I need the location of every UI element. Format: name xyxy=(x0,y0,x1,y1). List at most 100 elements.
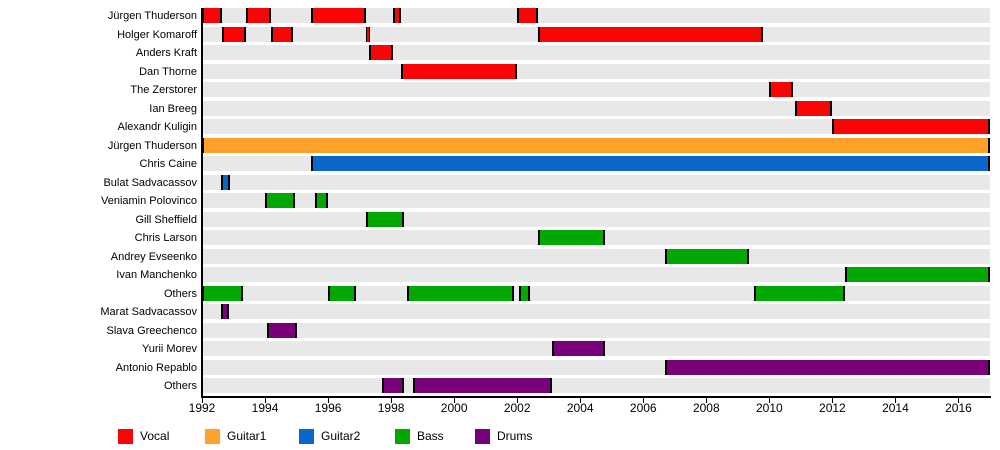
timeline-bar xyxy=(769,82,793,97)
x-axis-tick xyxy=(831,398,834,403)
row-label: Chris Caine xyxy=(139,158,197,170)
timeline-bar xyxy=(537,26,764,42)
x-axis-tick-label: 1996 xyxy=(314,401,342,415)
row-label: The Zerstorer xyxy=(130,84,197,96)
legend-label: Drums xyxy=(497,429,533,443)
x-axis-tick-label: 2014 xyxy=(882,401,909,415)
timeline-bar xyxy=(266,322,297,338)
x-axis-tick-label: 1994 xyxy=(251,401,279,415)
timeline-bar xyxy=(406,285,515,301)
row-label: Marat Sadvacassov xyxy=(100,306,197,318)
legend-label: Vocal xyxy=(140,429,170,443)
legend-swatch-drums xyxy=(475,429,490,444)
legend-label: Guitar1 xyxy=(227,429,267,443)
row-label: Chris Larson xyxy=(134,232,197,244)
row-label: Jürgen Thuderson xyxy=(107,10,197,22)
timeline-bar xyxy=(400,63,518,79)
x-axis-tick-label: 2010 xyxy=(756,401,783,415)
x-axis-tick-label: 2002 xyxy=(503,401,531,415)
timeline-bar xyxy=(220,304,229,319)
timeline-row-background xyxy=(202,248,990,264)
timeline-bar xyxy=(537,230,606,245)
row-label: Alexandr Kuligin xyxy=(117,121,198,133)
timeline-bar xyxy=(518,285,530,301)
timeline-bar xyxy=(220,174,231,190)
legend-swatch-guitar2 xyxy=(299,429,314,444)
timeline-bar xyxy=(265,193,295,208)
timeline-bar xyxy=(517,8,538,23)
timeline-bar xyxy=(551,341,606,356)
timeline-row-background xyxy=(202,193,990,208)
x-axis-tick-label: 2012 xyxy=(819,401,846,415)
x-axis-tick xyxy=(516,398,519,403)
row-label: Others xyxy=(163,287,197,300)
x-axis-tick xyxy=(201,398,203,403)
timeline-row-background xyxy=(202,304,990,319)
row-label: Gill Sheffield xyxy=(135,213,197,226)
timeline-bar xyxy=(202,8,223,23)
x-axis-tick xyxy=(453,398,456,403)
timeline-bar xyxy=(222,26,247,42)
timeline-row-background xyxy=(202,211,990,227)
row-label: Ian Breeg xyxy=(149,102,197,115)
x-axis-tick xyxy=(327,398,330,403)
timeline-bar xyxy=(365,26,370,42)
timeline-bar xyxy=(665,359,990,375)
x-axis-tick-label: 1992 xyxy=(188,401,216,415)
timeline-bar xyxy=(271,26,294,42)
timeline-bar xyxy=(665,248,749,264)
x-axis-tick-label: 1998 xyxy=(377,401,405,415)
timeline-row-background xyxy=(202,285,990,301)
legend-label: Guitar2 xyxy=(321,429,361,443)
timeline-bar xyxy=(328,285,357,301)
x-axis-tick-label: 2016 xyxy=(945,401,972,415)
timeline-row-background xyxy=(202,100,990,116)
legend-swatch-vocal xyxy=(118,429,133,444)
timeline-bar xyxy=(246,8,272,23)
row-label: Holger Komaroff xyxy=(117,28,197,41)
legend-label: Bass xyxy=(417,429,444,443)
timeline-bar xyxy=(310,156,990,171)
timeline-bar xyxy=(365,211,404,227)
timeline-bar xyxy=(753,285,845,301)
timeline-bar xyxy=(794,100,833,116)
row-label: Others xyxy=(163,380,197,392)
row-label: Slava Greechenco xyxy=(106,324,198,337)
timeline-row-background xyxy=(202,174,990,190)
x-axis-tick-label: 2004 xyxy=(566,401,594,415)
timeline-row-background xyxy=(202,45,990,60)
x-axis-tick xyxy=(642,398,645,403)
timeline-row-background xyxy=(202,378,990,393)
row-label: Yurii Morev xyxy=(141,343,197,355)
timeline-bar xyxy=(369,45,393,60)
x-axis-tick xyxy=(894,398,897,403)
row-label: Antonio Repablo xyxy=(115,361,197,374)
timeline-bar xyxy=(310,8,366,23)
x-axis-tick xyxy=(957,398,960,403)
x-axis-tick xyxy=(390,398,393,403)
x-axis-line xyxy=(202,396,991,398)
row-label: Anders Kraft xyxy=(135,47,197,59)
x-axis-tick xyxy=(579,398,582,403)
x-axis-tick-label: 2006 xyxy=(629,401,657,415)
row-label: Bulat Sadvacassov xyxy=(103,176,197,189)
row-label: Dan Thorne xyxy=(139,65,197,78)
row-label: Ivan Manchenko xyxy=(116,269,197,281)
timeline-bar xyxy=(413,378,552,393)
row-label: Andrey Evseenko xyxy=(110,250,197,263)
timeline-bar xyxy=(315,193,329,208)
row-label: Jürgen Thuderson xyxy=(107,139,197,152)
x-axis-tick xyxy=(705,398,708,403)
timeline-row-background xyxy=(202,63,990,79)
timeline-bar xyxy=(202,285,243,301)
row-label: Veniamin Polovinco xyxy=(100,195,197,207)
legend-swatch-guitar1 xyxy=(205,429,220,444)
x-axis-tick-label: 2008 xyxy=(692,401,720,415)
timeline-bar xyxy=(845,267,990,282)
y-axis-line xyxy=(201,8,203,398)
timeline-row-background xyxy=(202,82,990,97)
timeline-bar xyxy=(381,378,404,393)
timeline-row-background xyxy=(202,267,990,282)
x-axis-tick xyxy=(264,398,267,403)
